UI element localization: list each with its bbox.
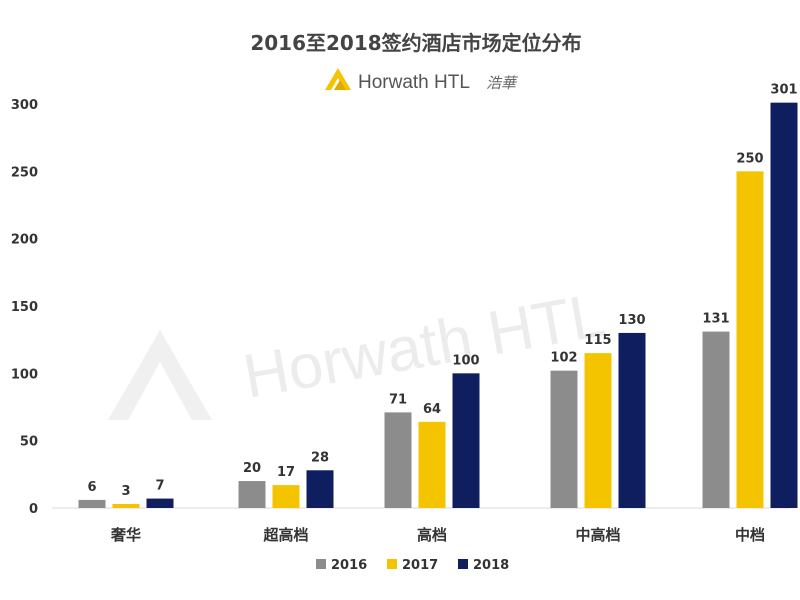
data-label: 131	[702, 312, 729, 327]
legend-label: 2016	[331, 558, 367, 573]
bar-2016-0	[78, 499, 106, 508]
bar-2017-1	[272, 485, 300, 508]
bar-2017-0	[112, 503, 140, 508]
bar-2016-3	[550, 370, 578, 508]
y-tick-label: 300	[11, 98, 38, 113]
data-label: 130	[618, 313, 645, 328]
category-label: 中高档	[575, 526, 620, 544]
bars	[78, 102, 798, 509]
bar-2017-2	[418, 421, 446, 508]
y-axis: 0 50 100 150 200 250 300	[11, 98, 38, 517]
watermark-logo-icon	[108, 330, 212, 420]
bar-2018-1	[306, 470, 334, 508]
category-label: 高档	[417, 526, 447, 544]
data-label: 102	[550, 351, 577, 366]
data-label: 17	[277, 465, 295, 480]
data-label: 301	[770, 83, 797, 98]
legend-item-2018: 2018	[458, 558, 509, 573]
category-label: 超高档	[262, 526, 308, 544]
category-label: 中档	[735, 526, 765, 544]
brand-name: Horwath HTL	[358, 72, 470, 93]
legend-swatch	[387, 559, 397, 569]
data-label: 100	[452, 353, 479, 368]
brand-logo: Horwath HTL 浩華	[325, 68, 518, 93]
data-label: 3	[121, 484, 130, 499]
data-label: 71	[389, 392, 407, 407]
legend-label: 2018	[473, 558, 509, 573]
y-tick-label: 200	[11, 233, 38, 248]
legend-label: 2017	[402, 558, 438, 573]
bar-2016-1	[238, 481, 266, 508]
watermark: Horwath HTL	[108, 280, 610, 420]
legend-swatch	[316, 559, 326, 569]
y-tick-label: 250	[11, 165, 38, 180]
brand-name-cn: 浩華	[486, 74, 518, 92]
data-label: 7	[155, 479, 164, 494]
legend-item-2017: 2017	[387, 558, 438, 573]
legend-swatch	[458, 559, 468, 569]
legend: 2016 2017 2018	[316, 558, 509, 573]
bar-2016-2	[384, 412, 412, 508]
category-labels: 奢华 超高档 高档 中高档 中档	[110, 526, 765, 544]
data-label: 28	[311, 450, 329, 465]
data-label: 64	[423, 402, 441, 417]
legend-item-2016: 2016	[316, 558, 367, 573]
bar-2018-2	[452, 373, 480, 508]
bar-2017-3	[584, 353, 612, 508]
y-tick-label: 0	[29, 502, 38, 517]
horwath-mountain-logo-icon	[325, 68, 351, 90]
data-labels: 6 3 7 20 17 28 71 64 100 102 115 130 131 250 301	[87, 83, 797, 499]
bar-2016-4	[702, 331, 730, 508]
y-tick-label: 150	[11, 300, 38, 315]
data-label: 6	[87, 480, 96, 495]
y-tick-label: 50	[20, 435, 38, 450]
data-label: 115	[584, 333, 611, 348]
data-label: 20	[243, 461, 261, 476]
chart-title: 2016至2018签约酒店市场定位分布	[250, 31, 581, 55]
bar-2018-0	[146, 498, 174, 508]
bar-2018-4	[770, 102, 798, 509]
bar-2018-3	[618, 332, 646, 508]
data-label: 250	[736, 151, 763, 166]
bar-2017-4	[736, 171, 764, 509]
category-label: 奢华	[110, 526, 141, 544]
y-tick-label: 100	[11, 367, 38, 382]
